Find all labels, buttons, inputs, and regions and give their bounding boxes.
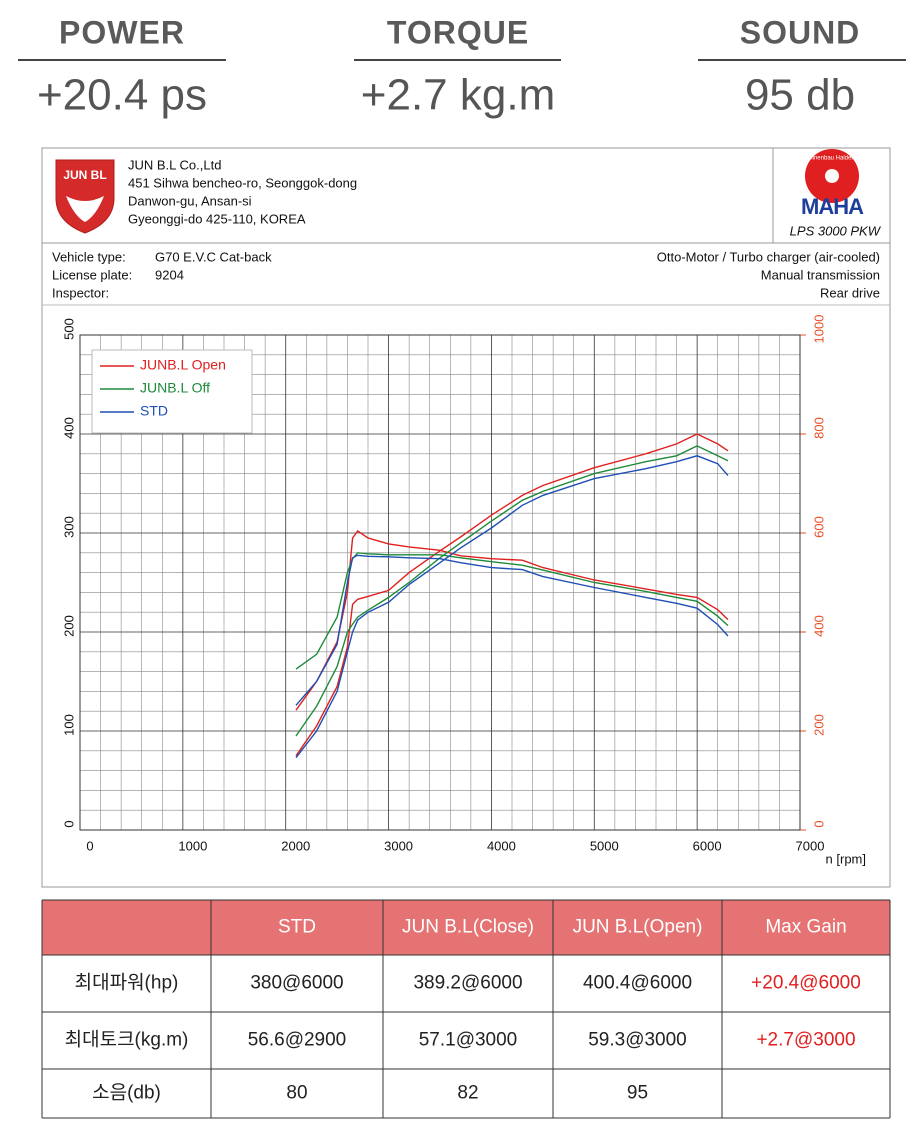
table-cell: 389.2@6000	[413, 973, 522, 994]
x-axis-label: n [rpm]	[826, 851, 866, 866]
stat-label: TORQUE	[387, 14, 529, 50]
power-line	[295, 445, 729, 737]
table-cell: 56.6@2900	[248, 1030, 347, 1051]
table-cell: 59.3@3000	[588, 1030, 687, 1051]
table-cell: 82	[457, 1083, 478, 1104]
table-cell: 380@6000	[250, 973, 343, 994]
y2-tick-label: 200	[811, 714, 826, 736]
legend-label: STD	[140, 403, 168, 419]
y2-tick-label: 1000	[811, 315, 826, 344]
table-cell: +20.4@6000	[751, 973, 861, 994]
y2-tick-label: 400	[811, 615, 826, 637]
engine-info: Manual transmission	[761, 267, 880, 282]
x-tick-label: 7000	[796, 838, 825, 853]
table-header: JUN B.L(Open)	[573, 917, 703, 938]
legend-label: JUNB.L Open	[140, 357, 226, 373]
legend-box	[91, 349, 253, 434]
logo-wing	[66, 196, 104, 222]
logo-shield	[55, 159, 115, 234]
info-value: G70 E.V.C Cat-back	[155, 249, 272, 264]
y2-tick-label: 0	[811, 820, 826, 827]
y-tick-label: 200	[61, 615, 76, 637]
x-tick-label: 3000	[384, 838, 413, 853]
maha-brand: MAHA	[801, 194, 864, 219]
engine-info: Rear drive	[820, 285, 880, 300]
company-line: JUN B.L Co.,Ltd	[128, 157, 221, 172]
torque-line	[295, 530, 729, 711]
table-cell: 80	[286, 1083, 307, 1104]
table-cell: 400.4@6000	[583, 973, 692, 994]
plot-frame	[79, 334, 801, 831]
maha-model: LPS 3000 PKW	[790, 223, 882, 238]
x-tick-label: 4000	[487, 838, 516, 853]
power-line	[295, 455, 729, 759]
row-label: 소음(db)	[92, 1083, 161, 1104]
company-line: Gyeonggi-do 425-110, KOREA	[128, 211, 306, 226]
x-tick-label: 6000	[693, 838, 722, 853]
info-value: 9204	[155, 267, 184, 282]
info-label: Inspector:	[52, 285, 109, 300]
row-label: 최대토크(kg.m)	[65, 1029, 189, 1051]
y2-tick-label: 800	[811, 417, 826, 439]
table-header-bg	[42, 900, 890, 955]
x-tick-label: 1000	[178, 838, 207, 853]
y-tick-label: 0	[61, 820, 76, 827]
y-tick-label: 400	[61, 417, 76, 439]
stat-label: POWER	[59, 14, 185, 50]
table-cell: 95	[627, 1083, 648, 1104]
torque-line	[295, 552, 729, 670]
table-header: Max Gain	[765, 917, 846, 938]
stat-value: +20.4 ps	[37, 71, 207, 120]
row-label: 최대파워(hp)	[75, 972, 179, 994]
info-label: Vehicle type:	[52, 249, 126, 264]
engine-info: Otto-Motor / Turbo charger (air-cooled)	[657, 249, 880, 264]
stat-value: +2.7 kg.m	[361, 71, 555, 120]
y-tick-label: 300	[61, 516, 76, 538]
logo-text: JUN BL	[63, 168, 106, 182]
y-tick-label: 500	[61, 318, 76, 340]
x-tick-label: 0	[86, 838, 93, 853]
y-tick-label: 100	[61, 714, 76, 736]
power-line	[295, 433, 729, 757]
table-header: JUN B.L(Close)	[402, 917, 534, 938]
y2-tick-label: 600	[811, 516, 826, 538]
maha-ring-text: Maschinenbau Haldenwang	[795, 156, 869, 162]
x-tick-label: 5000	[590, 838, 619, 853]
x-tick-label: 2000	[281, 838, 310, 853]
company-line: Danwon-gu, Ansan-si	[128, 193, 252, 208]
legend-label: JUNB.L Off	[140, 380, 210, 396]
table-cell: 57.1@3000	[419, 1030, 518, 1051]
maha-gear	[825, 169, 839, 183]
stat-value: 95 db	[745, 71, 855, 120]
stat-label: SOUND	[740, 14, 861, 50]
company-line: 451 Sihwa bencheo-ro, Seonggok-dong	[128, 175, 357, 190]
torque-line	[295, 554, 729, 706]
info-label: License plate:	[52, 267, 132, 282]
report-frame	[41, 147, 891, 888]
table-header: STD	[278, 917, 316, 938]
table-cell: +2.7@3000	[756, 1030, 855, 1051]
